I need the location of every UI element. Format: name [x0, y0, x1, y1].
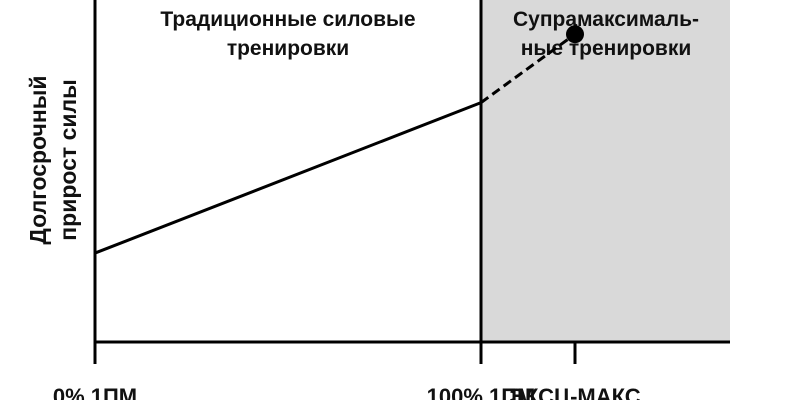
end-point-dot [566, 25, 584, 44]
region-traditional-title-line-1: Традиционные силовые [160, 8, 415, 31]
x-tick-label: ЭКСЦ-МАКС [509, 384, 640, 400]
data-series [94, 25, 584, 255]
dashed-extrapolation-line [480, 32, 576, 104]
y-axis-label-line-2: прирост силы [55, 79, 81, 241]
region-supramaximal-title-line-1: Супрамаксималь- [513, 8, 699, 31]
y-axis-label-line-1: Долгосрочный [25, 75, 51, 244]
supramaximal-region-shade [481, 0, 730, 342]
region-supramaximal-title-line-2: ные тренировки [521, 37, 692, 60]
region-traditional-title-line-2: тренировки [227, 37, 349, 60]
x-tick-label: 100% 1ПМ [427, 384, 536, 400]
solid-trend-line [94, 101, 482, 255]
y-axis-label: Долгосрочный прирост силы [25, 75, 81, 244]
x-tick-label: 0% 1ПМ [53, 384, 137, 400]
